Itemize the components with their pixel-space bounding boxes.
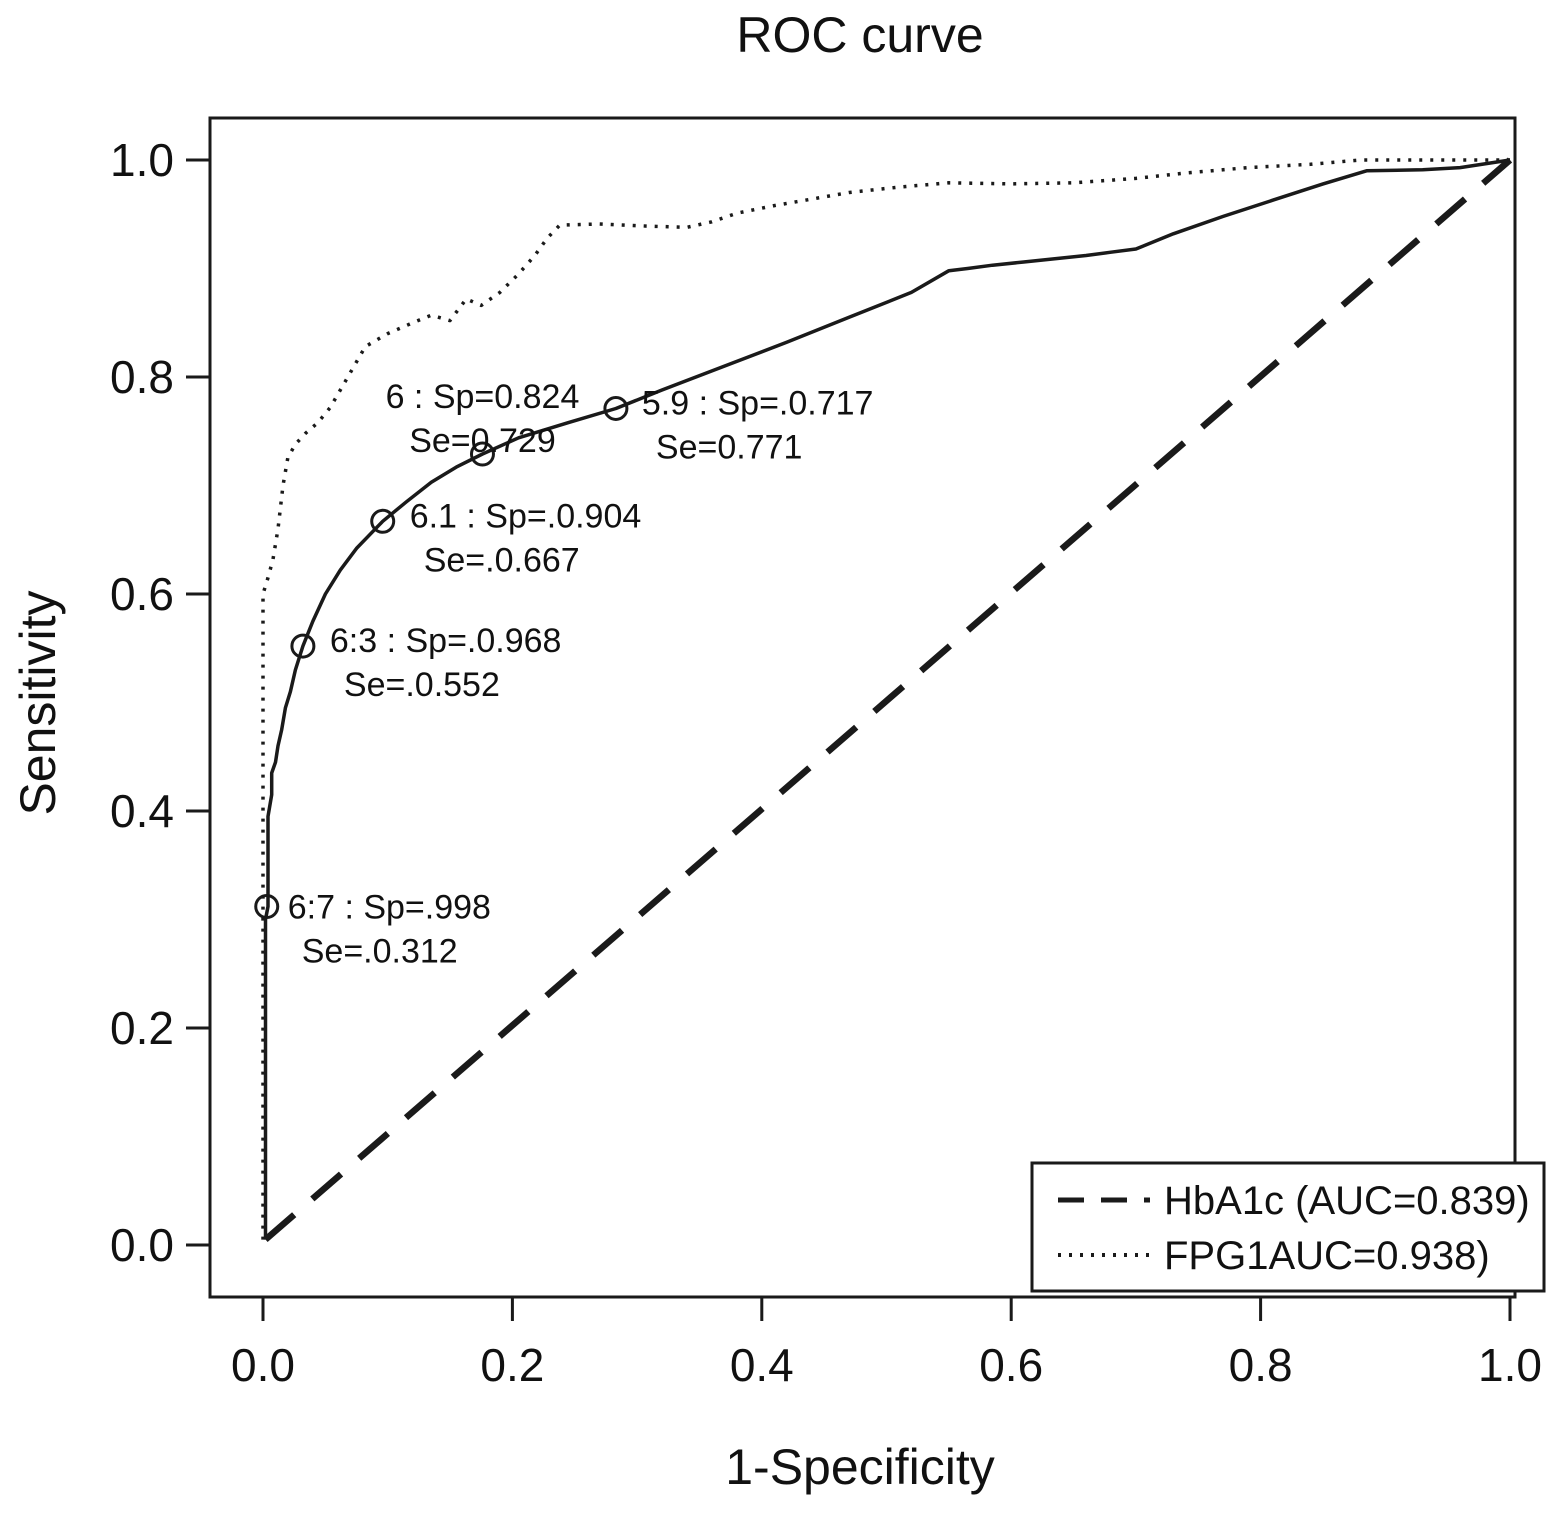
chart-title: ROC curve (736, 7, 984, 63)
x-tick-label: 0.4 (730, 1339, 794, 1391)
legend-label: FPG1AUC=0.938) (1164, 1234, 1490, 1278)
y-tick-label: 0.8 (110, 351, 174, 403)
series-solid-roc-curve-with-cutoffs (263, 158, 1511, 1240)
x-tick-label: 0.8 (1229, 1339, 1293, 1391)
legend-box (1030, 1161, 1546, 1293)
cut-point-marker (290, 633, 316, 659)
cut-point-marker (254, 893, 280, 919)
legend-label: HbA1c (AUC=0.839) (1164, 1179, 1530, 1223)
annotation-cutoff-6-7: 6:7 : Sp=.998 Se=.0.312 (288, 888, 491, 970)
x-axis-label: 1-Specificity (725, 1439, 995, 1495)
y-tick-label: 0.4 (110, 785, 174, 837)
y-tick-label: 0.2 (110, 1002, 174, 1054)
cut-point-marker (370, 508, 396, 534)
x-tick-label: 0.6 (979, 1339, 1043, 1391)
y-tick-label: 0.0 (110, 1219, 174, 1271)
cut-point-marker (469, 441, 495, 467)
annotation-cutoff-6: 6 : Sp=0.824 Se=0.729 (386, 378, 580, 460)
y-tick-label: 0.6 (110, 568, 174, 620)
annotation-cutoff-6-1: 6.1 : Sp=.0.904 Se=.0.667 (410, 497, 642, 579)
x-tick-label: 0.2 (480, 1339, 544, 1391)
cut-point-marker (603, 395, 629, 421)
series-dashed-diagonal-reference (263, 157, 1513, 1243)
annotation-cutoff-5-9: 5.9 : Sp=.0.717 Se=0.771 (642, 384, 874, 466)
plot-border (208, 116, 1517, 1299)
annotation-cutoff-6-3: 6:3 : Sp=.0.968 Se=.0.552 (330, 622, 562, 704)
x-tick-label: 1.0 (1478, 1339, 1542, 1391)
y-tick-label: 1.0 (110, 134, 174, 186)
x-tick-label: 0.0 (231, 1339, 295, 1391)
